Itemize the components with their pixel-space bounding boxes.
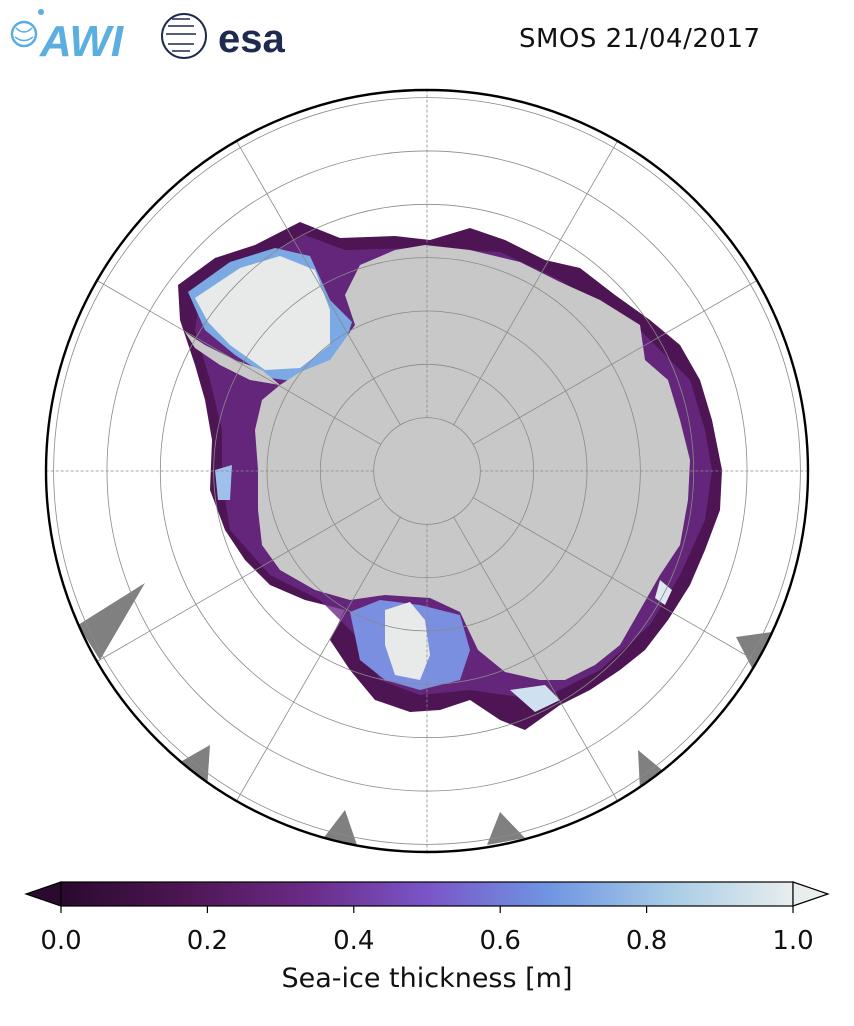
weddell-sea-ice-thick — [195, 256, 330, 370]
graticule — [46, 90, 808, 852]
colorbar-tick-label: 0.8 — [626, 926, 667, 956]
colorbar-tick-label: 1.0 — [772, 926, 813, 956]
colorbar-extend-high — [792, 881, 830, 907]
colorbar-gradient — [60, 881, 794, 907]
ross-sea-ice-thick — [385, 602, 430, 680]
meridian-line — [236, 140, 401, 426]
colorbar-tick-label: 0.0 — [40, 926, 81, 956]
no-data-patch — [638, 750, 668, 790]
antarctica-land — [255, 245, 690, 680]
awi-logo-text: AWI — [39, 17, 124, 66]
colorbar-extend-low — [24, 881, 62, 907]
polar-map — [44, 88, 810, 854]
meridian-line — [96, 497, 382, 662]
latitude-circle — [159, 203, 695, 739]
no-data-patch — [322, 810, 358, 848]
map-title: SMOS 21/04/2017 — [519, 24, 761, 54]
colorbar: 0.0 0.2 0.4 0.6 0.8 1.0 — [24, 881, 830, 956]
colorbar-tick-label: 0.2 — [187, 926, 228, 956]
map-border — [44, 88, 810, 854]
meridian-line — [472, 280, 758, 445]
colorbar-tick-label: 0.6 — [480, 926, 521, 956]
latitude-circle — [319, 363, 535, 579]
logos: AWI esa — [10, 9, 285, 66]
meridian-line — [236, 516, 401, 802]
awi-logo: AWI — [10, 9, 124, 66]
meridian-line — [453, 516, 618, 802]
meridian-line — [472, 497, 758, 662]
esa-logo: esa — [161, 13, 285, 61]
no-data-patch — [736, 632, 772, 668]
esa-logo-text: esa — [218, 17, 285, 61]
colorbar-label: Sea-ice thickness [m] — [281, 963, 573, 994]
meridian-line — [96, 280, 382, 445]
antarctic-peninsula — [185, 332, 280, 385]
meridian-line — [453, 140, 618, 426]
no-data-patch — [487, 812, 525, 845]
colorbar-tick-label: 0.4 — [333, 926, 374, 956]
